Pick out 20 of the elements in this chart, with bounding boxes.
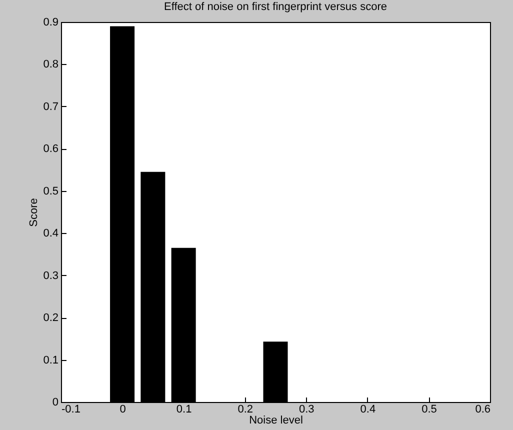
x-tick-label: 0.1	[176, 404, 192, 416]
y-tick-label: 0.8	[43, 58, 58, 71]
y-tick-label: 0.4	[43, 228, 58, 240]
y-tick-label: 0.7	[43, 100, 58, 113]
y-tick-label: 0.9	[43, 16, 58, 28]
x-axis-title: Noise level	[249, 414, 303, 426]
x-tick-label: 0.3	[298, 404, 314, 416]
y-tick-label: 0.3	[43, 270, 58, 282]
y-tick-label: 0.5	[43, 185, 58, 198]
y-tick-label: 0.6	[43, 143, 58, 156]
y-axis-title: Score	[28, 198, 40, 227]
chart-title: Effect of noise on first fingerprint versus score	[164, 1, 387, 13]
x-tick-label: -0.1	[62, 404, 80, 416]
x-tick-label: 0.6	[475, 404, 490, 416]
x-tick-label: 0.4	[360, 404, 376, 416]
y-tick-label: 0.1	[43, 354, 58, 366]
y-tick-label: 0.2	[43, 312, 58, 324]
x-tick-label: 0.5	[422, 404, 437, 416]
x-tick-label: 0.2	[238, 404, 254, 416]
x-tick-label: 0	[120, 404, 126, 416]
